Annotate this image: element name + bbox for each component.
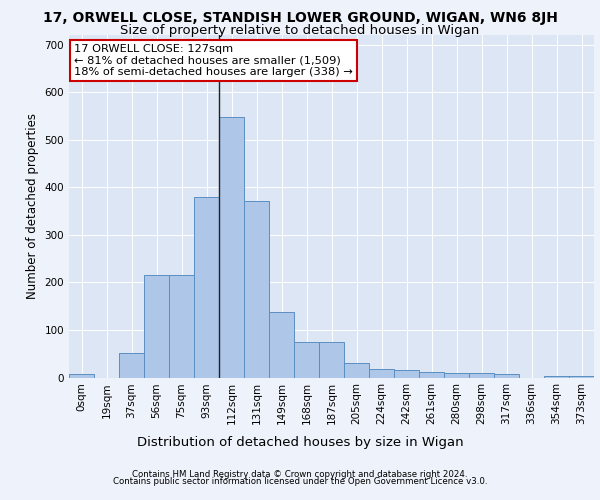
Bar xyxy=(219,117,244,378)
Text: Size of property relative to detached houses in Wigan: Size of property relative to detached ho… xyxy=(121,24,479,37)
Text: 17, ORWELL CLOSE, STANDISH LOWER GROUND, WIGAN, WN6 8JH: 17, ORWELL CLOSE, STANDISH LOWER GROUND,… xyxy=(43,11,557,25)
Bar xyxy=(444,372,469,378)
Text: Contains public sector information licensed under the Open Government Licence v3: Contains public sector information licen… xyxy=(113,477,487,486)
Bar xyxy=(244,202,269,378)
Bar xyxy=(494,374,519,378)
Bar xyxy=(144,275,169,378)
Bar xyxy=(469,372,494,378)
Bar xyxy=(294,342,319,378)
Bar xyxy=(319,342,344,378)
Y-axis label: Number of detached properties: Number of detached properties xyxy=(26,114,39,299)
Text: Contains HM Land Registry data © Crown copyright and database right 2024.: Contains HM Land Registry data © Crown c… xyxy=(132,470,468,479)
Bar xyxy=(544,376,569,378)
Bar xyxy=(119,353,144,378)
Bar xyxy=(394,370,419,378)
Bar xyxy=(569,376,594,378)
Bar xyxy=(269,312,294,378)
Text: 17 ORWELL CLOSE: 127sqm
← 81% of detached houses are smaller (1,509)
18% of semi: 17 ORWELL CLOSE: 127sqm ← 81% of detache… xyxy=(74,44,353,77)
Bar xyxy=(194,196,219,378)
Bar xyxy=(69,374,94,378)
Bar xyxy=(169,275,194,378)
Text: Distribution of detached houses by size in Wigan: Distribution of detached houses by size … xyxy=(137,436,463,449)
Bar xyxy=(344,363,369,378)
Bar xyxy=(419,372,444,378)
Bar xyxy=(369,369,394,378)
